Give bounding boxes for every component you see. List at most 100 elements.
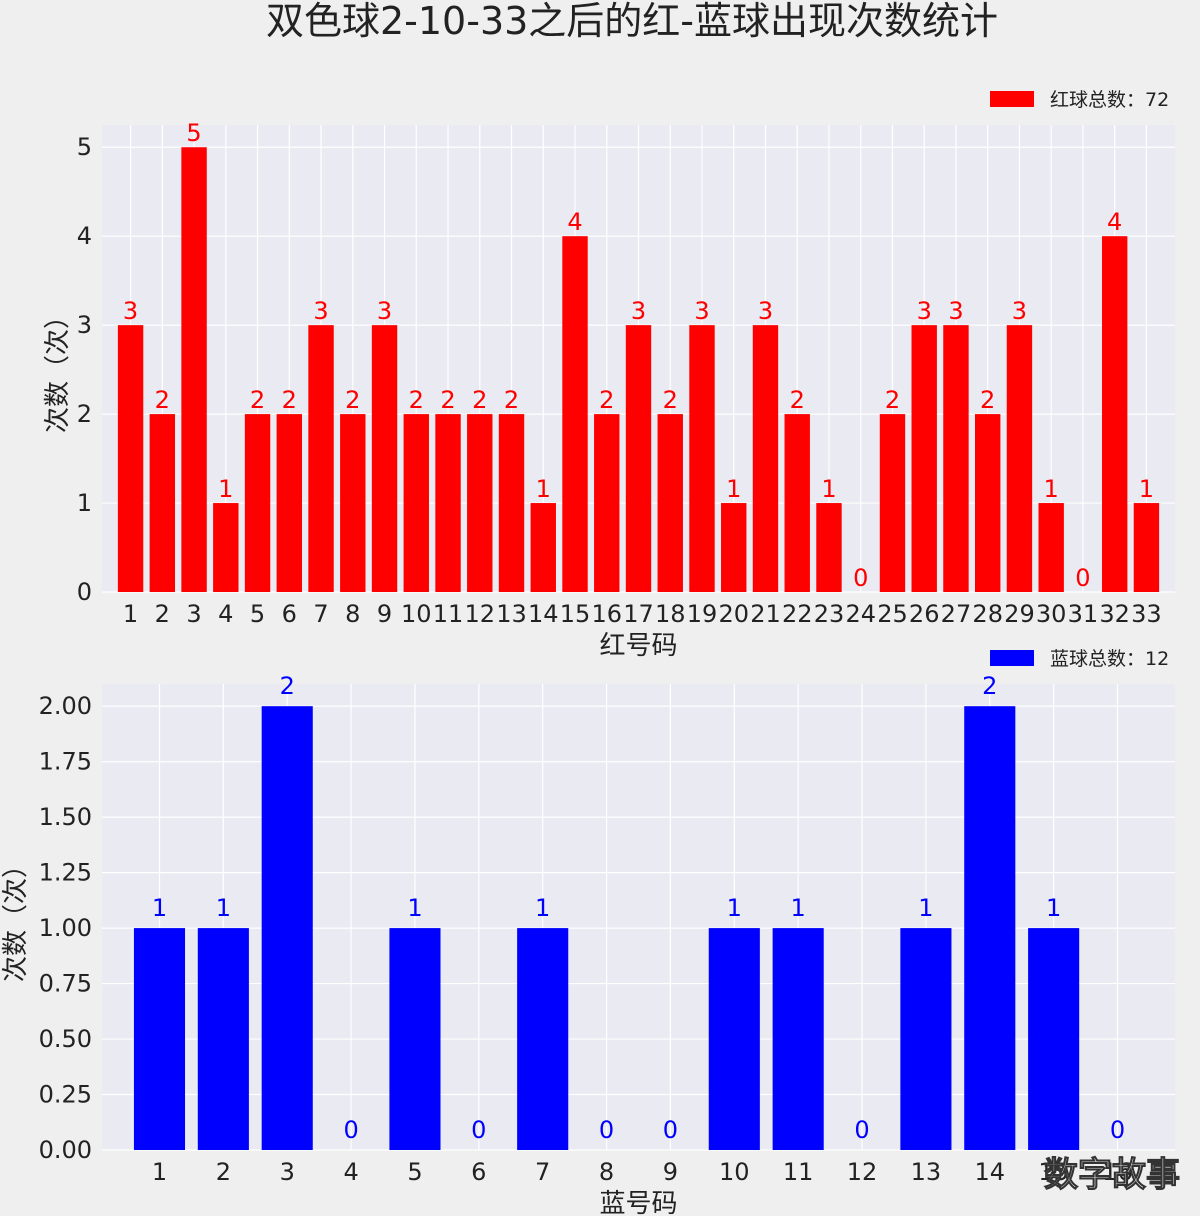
bar bbox=[1133, 503, 1160, 592]
chart-title: 双色球2-10-33之后的红-蓝球出现次数统计 bbox=[266, 0, 998, 43]
bar-value-label: 1 bbox=[407, 894, 422, 922]
bar bbox=[721, 503, 747, 592]
x-tick-label: 13 bbox=[911, 1158, 942, 1186]
bar bbox=[244, 414, 271, 592]
bar-value-label: 2 bbox=[504, 386, 519, 414]
bar-value-label: 1 bbox=[1046, 894, 1061, 922]
bar-value-label: 4 bbox=[1107, 208, 1122, 236]
bar-value-label: 2 bbox=[345, 386, 360, 414]
x-tick-label: 1 bbox=[152, 1158, 167, 1186]
bar-value-label: 2 bbox=[250, 386, 265, 414]
x-tick-label: 18 bbox=[655, 600, 686, 628]
bar bbox=[689, 325, 715, 592]
x-tick-label: 2 bbox=[216, 1158, 231, 1186]
bar-value-label: 3 bbox=[631, 297, 646, 325]
x-tick-label: 14 bbox=[528, 600, 559, 628]
bar-value-label: 1 bbox=[918, 894, 933, 922]
bar bbox=[562, 236, 588, 592]
x-tick-label: 23 bbox=[814, 600, 845, 628]
bar-value-label: 3 bbox=[1012, 297, 1027, 325]
x-tick-label: 16 bbox=[591, 600, 622, 628]
x-tick-label: 29 bbox=[1004, 600, 1035, 628]
bar bbox=[1006, 325, 1033, 592]
x-tick-label: 9 bbox=[377, 600, 392, 628]
bar bbox=[340, 414, 366, 592]
bar-value-label: 3 bbox=[948, 297, 963, 325]
legend-swatch bbox=[990, 91, 1034, 107]
x-tick-label: 8 bbox=[345, 600, 360, 628]
bar bbox=[975, 414, 1001, 592]
bar-value-label: 0 bbox=[853, 564, 868, 592]
bar-value-label: 0 bbox=[343, 1116, 358, 1144]
x-tick-label: 5 bbox=[250, 600, 265, 628]
x-tick-label: 31 bbox=[1068, 600, 1099, 628]
x-tick-label: 4 bbox=[218, 600, 233, 628]
bar bbox=[276, 414, 302, 592]
y-tick-label: 1.25 bbox=[39, 859, 92, 887]
bar-value-label: 1 bbox=[1139, 475, 1154, 503]
y-tick-label: 0.75 bbox=[39, 970, 92, 998]
bar-value-label: 1 bbox=[152, 894, 167, 922]
y-tick-label: 1.50 bbox=[39, 803, 92, 831]
x-tick-label: 21 bbox=[750, 600, 781, 628]
x-tick-label: 24 bbox=[845, 600, 876, 628]
y-tick-label: 1.75 bbox=[39, 748, 92, 776]
x-tick-label: 26 bbox=[909, 600, 940, 628]
bar bbox=[625, 325, 652, 592]
bar-value-label: 2 bbox=[155, 386, 170, 414]
y-tick-label: 0 bbox=[77, 578, 92, 606]
bar-value-label: 2 bbox=[982, 672, 997, 700]
bar-value-label: 1 bbox=[216, 894, 231, 922]
x-tick-label: 22 bbox=[782, 600, 813, 628]
x-tick-label: 2 bbox=[155, 600, 170, 628]
x-tick-label: 16 bbox=[1102, 1158, 1133, 1186]
bar-value-label: 1 bbox=[218, 475, 233, 503]
bar bbox=[181, 147, 207, 592]
bar bbox=[403, 414, 429, 592]
x-tick-label: 10 bbox=[401, 600, 432, 628]
x-tick-label: 28 bbox=[972, 600, 1003, 628]
x-tick-label: 11 bbox=[783, 1158, 814, 1186]
bar-value-label: 5 bbox=[186, 119, 201, 147]
bar-value-label: 1 bbox=[821, 475, 836, 503]
y-axis-label: 次数（次） bbox=[1, 852, 31, 982]
bar-value-label: 3 bbox=[694, 297, 709, 325]
bar bbox=[657, 414, 683, 592]
bar-value-label: 2 bbox=[663, 386, 678, 414]
y-tick-label: 4 bbox=[77, 222, 92, 250]
bar bbox=[389, 928, 441, 1150]
bar-value-label: 2 bbox=[282, 386, 297, 414]
bar bbox=[371, 325, 398, 592]
bar-value-label: 3 bbox=[917, 297, 932, 325]
bar bbox=[308, 325, 334, 592]
bar bbox=[261, 706, 313, 1150]
x-tick-label: 30 bbox=[1036, 600, 1067, 628]
bar bbox=[964, 706, 1016, 1150]
y-tick-label: 0.50 bbox=[39, 1025, 92, 1053]
bar-value-label: 0 bbox=[1110, 1116, 1125, 1144]
x-tick-label: 9 bbox=[663, 1158, 678, 1186]
bar-value-label: 1 bbox=[791, 894, 806, 922]
bar bbox=[1038, 503, 1064, 592]
x-tick-label: 11 bbox=[433, 600, 464, 628]
bar bbox=[149, 414, 176, 592]
bar bbox=[530, 503, 556, 592]
x-tick-label: 3 bbox=[280, 1158, 295, 1186]
bar bbox=[213, 503, 239, 592]
x-tick-label: 7 bbox=[313, 600, 328, 628]
bar bbox=[133, 928, 186, 1150]
bar-value-label: 1 bbox=[535, 894, 550, 922]
bar bbox=[1028, 928, 1080, 1150]
bar-value-label: 2 bbox=[472, 386, 487, 414]
y-tick-label: 2.00 bbox=[39, 692, 92, 720]
x-tick-label: 27 bbox=[941, 600, 972, 628]
x-tick-label: 4 bbox=[343, 1158, 358, 1186]
bar-value-label: 0 bbox=[1075, 564, 1090, 592]
x-axis-label: 蓝号码 bbox=[599, 1189, 677, 1216]
x-tick-label: 32 bbox=[1099, 600, 1130, 628]
bar bbox=[117, 325, 144, 592]
bar bbox=[1101, 236, 1128, 592]
bar-value-label: 1 bbox=[726, 475, 741, 503]
